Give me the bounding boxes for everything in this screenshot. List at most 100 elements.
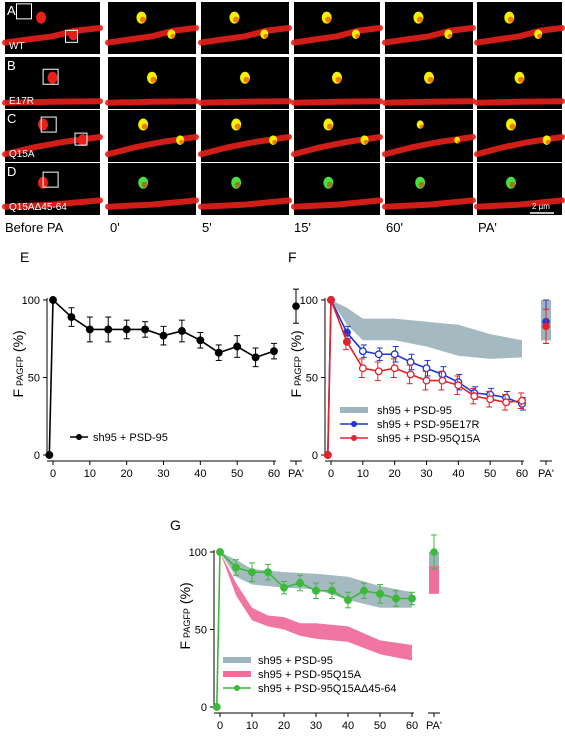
x-tick-label: 10 — [84, 468, 96, 480]
micrograph-B-1 — [105, 57, 199, 109]
row-label: Q15A — [9, 149, 35, 160]
data-point — [323, 451, 332, 459]
band-sh95-psd-95q15a — [220, 552, 412, 661]
micrograph-B-2 — [198, 57, 292, 109]
spot-overlap — [326, 123, 333, 130]
legend-entry: sh95 + PSD-95 — [377, 405, 452, 417]
x-tick-label: 40 — [452, 468, 464, 480]
roi-box — [65, 29, 78, 43]
dendrite — [105, 25, 199, 46]
spot-overlap — [243, 76, 250, 83]
x-tick-label: 20 — [278, 720, 290, 732]
y-axis-label: F PAGFP (%) — [177, 582, 193, 649]
roi-box — [40, 116, 57, 133]
data-point — [454, 381, 463, 390]
x-tick-label-pa: PA' — [288, 468, 304, 480]
data-point — [358, 347, 367, 356]
column-label: 0' — [110, 220, 120, 235]
micrograph-C-0: C Q15A — [2, 110, 103, 162]
spot-overlap — [335, 76, 342, 83]
legend-entry: sh95 + PSD-95 — [258, 655, 333, 667]
spot-overlap — [232, 16, 239, 23]
micrograph-C-4 — [382, 110, 476, 162]
y-tick-label: 100 — [22, 295, 40, 307]
data-point — [406, 358, 415, 366]
spot-overlap — [326, 181, 333, 188]
spot-overlap — [456, 140, 461, 144]
spot-overlap — [139, 16, 146, 23]
dendrite — [382, 25, 476, 46]
y-label-unit: (%) — [288, 330, 304, 352]
data-point — [360, 586, 368, 595]
micrograph-C-5 — [474, 110, 565, 162]
data-point — [327, 296, 335, 304]
spot-overlap — [325, 16, 332, 23]
panel-letter: E — [20, 249, 29, 265]
spot-overlap — [234, 181, 241, 188]
data-point — [196, 336, 205, 345]
spot-overlap — [141, 123, 148, 130]
data-point — [392, 594, 400, 603]
micrograph-D-2 — [198, 163, 292, 215]
x-tick-label: 0 — [328, 468, 334, 480]
legend-entry: sh95 + PSD-95Q15AΔ45-64 — [258, 683, 397, 695]
data-point — [376, 589, 384, 598]
x-tick-label: 0 — [50, 468, 56, 480]
spine-head — [77, 134, 88, 147]
micrograph-A-4 — [382, 2, 476, 54]
dendrite — [198, 98, 292, 106]
micrograph-A-2 — [198, 2, 292, 54]
x-tick-label: 60 — [268, 468, 280, 480]
spot-overlap — [537, 33, 543, 39]
spot-overlap — [447, 33, 453, 39]
y-tick-label: 0 — [34, 450, 40, 462]
spot-overlap — [272, 139, 278, 145]
spot-overlap — [263, 33, 269, 39]
x-tick-label: 0 — [217, 720, 223, 732]
data-point — [502, 398, 511, 407]
x-tick-label: 20 — [389, 468, 401, 480]
dendrite — [198, 197, 292, 210]
spot-overlap — [363, 139, 369, 145]
spot-overlap — [141, 181, 148, 188]
data-point — [422, 376, 431, 385]
data-point — [141, 325, 150, 334]
spot-overlap — [419, 124, 424, 129]
data-point — [374, 350, 383, 359]
data-point — [406, 370, 415, 379]
panel-letter: A — [7, 3, 16, 18]
data-point — [312, 586, 320, 595]
micrograph-C-3 — [291, 110, 383, 162]
legend-swatch-band — [223, 671, 251, 677]
column-label: 60' — [386, 220, 403, 235]
scale-bar-label: 2 µm — [532, 202, 550, 211]
micrograph-C-2 — [198, 110, 292, 162]
column-label: 5' — [202, 220, 212, 235]
roi-box — [74, 132, 88, 146]
spot-overlap — [416, 16, 423, 23]
legend-entry: sh95 + PSD-95Q15A — [258, 669, 362, 681]
micrograph-B-4 — [382, 57, 476, 109]
band-sh95-psd-95 — [331, 300, 522, 359]
roi-box — [16, 3, 32, 20]
x-tick-label: 30 — [420, 468, 432, 480]
row-label: E17R — [9, 96, 34, 107]
data-point — [390, 350, 399, 359]
x-tick-label-pa: PA' — [426, 720, 442, 732]
y-label-unit: (%) — [10, 330, 26, 352]
column-label: 15' — [294, 220, 311, 235]
data-point — [216, 548, 224, 556]
spot-overlap — [234, 123, 241, 130]
x-tick-label: 60 — [516, 468, 528, 480]
spot-overlap — [545, 139, 551, 145]
y-tick-label: 100 — [189, 547, 207, 559]
legend-entry: sh95 + PSD-95E17R — [377, 419, 479, 431]
pa-point — [292, 302, 300, 311]
micrograph-D-4 — [382, 163, 476, 215]
y-label-main: F — [288, 389, 304, 398]
data-point — [248, 568, 256, 577]
data-point — [67, 313, 76, 321]
legend-swatch-marker — [351, 435, 357, 441]
data-point — [49, 296, 57, 304]
